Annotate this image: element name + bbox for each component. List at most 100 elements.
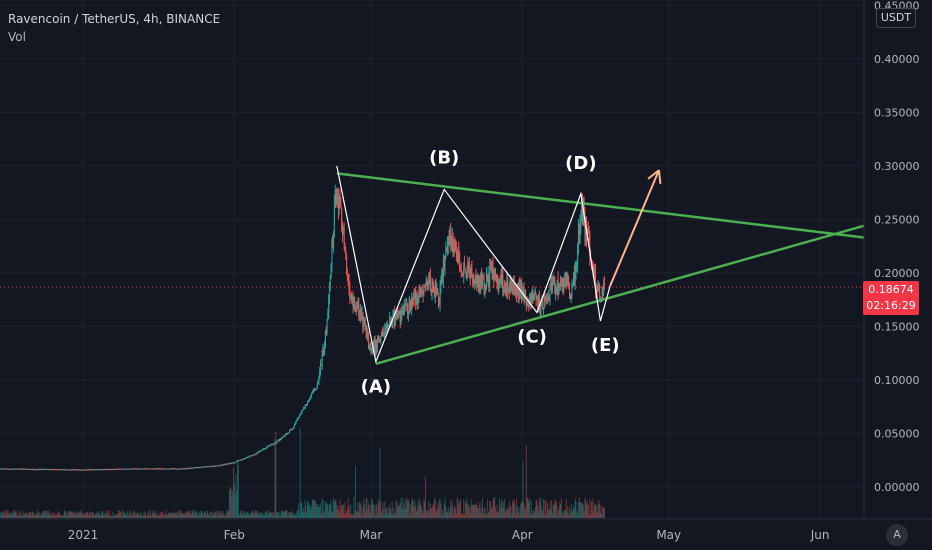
volume-bar [427, 513, 429, 518]
candle-body [191, 467, 193, 469]
volume-bar [568, 514, 570, 518]
candle-body [339, 195, 341, 202]
volume-bar [398, 504, 400, 518]
candle-body [89, 469, 91, 471]
volume-bar [84, 513, 86, 518]
auto-scale-button[interactable]: A [886, 524, 908, 546]
candle-body [171, 468, 173, 470]
candle-body [294, 424, 296, 427]
volume-bar [412, 501, 414, 518]
candle-body [413, 296, 415, 299]
volume-bar [540, 497, 542, 518]
volume-bar [107, 513, 109, 518]
volume-bar [486, 514, 488, 518]
volume-bar [307, 501, 309, 518]
candle-body [65, 469, 67, 471]
candle-body [387, 327, 389, 329]
volume-bar [346, 508, 348, 518]
volume-bar [468, 507, 470, 518]
volume-bar [372, 500, 374, 518]
volume-bar [499, 506, 501, 518]
volume-bar [232, 490, 234, 518]
volume-bar [33, 515, 35, 518]
candle-body [324, 331, 326, 343]
candle-body [477, 276, 479, 287]
candle-body [60, 469, 62, 471]
volume-bar [510, 507, 512, 518]
volume-bar [115, 514, 117, 518]
volume-bar [488, 511, 490, 518]
volume-bar [125, 512, 127, 518]
candle-body [454, 244, 456, 246]
volume-bar [100, 514, 102, 518]
volume-bar [115, 514, 117, 518]
volume-bar [24, 513, 26, 518]
candle-body [536, 297, 538, 299]
candle-body [315, 388, 317, 390]
candle-body [2, 468, 4, 470]
volume-bar [42, 512, 44, 518]
candle-body [193, 467, 195, 469]
currency-button[interactable]: USDT [876, 8, 916, 28]
volume-bar [429, 503, 431, 518]
candle-body [161, 468, 163, 470]
volume-bar [494, 506, 496, 518]
volume-bar [135, 511, 137, 518]
volume-bar [505, 508, 507, 518]
volume-bar [598, 500, 600, 518]
volume-bar [454, 505, 456, 518]
volume-bar [303, 512, 305, 518]
price-axis[interactable] [864, 0, 932, 519]
candle-body [3, 468, 5, 470]
volume-bar [195, 510, 197, 518]
candle-body [203, 466, 205, 468]
candle-body [474, 276, 476, 280]
volume-bar [409, 514, 411, 518]
volume-bar [545, 500, 547, 518]
candle-body [226, 463, 228, 465]
candle-body [183, 468, 185, 470]
volume-bar [577, 513, 579, 518]
candle-body [359, 311, 361, 318]
candle-body [411, 298, 413, 311]
candle-body [116, 468, 118, 470]
candle-body [494, 270, 496, 275]
candle-body [541, 303, 543, 307]
candle-body [367, 330, 369, 335]
volume-bar [192, 511, 194, 518]
candle-body [464, 263, 466, 270]
volume-bar [481, 498, 483, 518]
candle-body [412, 296, 414, 301]
volume-bar [585, 499, 587, 518]
volume-bar [184, 514, 186, 518]
volume-bar [198, 515, 200, 518]
volume-bar [320, 503, 322, 518]
candle-body [455, 245, 457, 250]
candle-body [363, 321, 365, 327]
volume-bar [82, 513, 84, 518]
volume-bar [429, 510, 431, 518]
candle-body [508, 290, 510, 292]
candle-body [50, 469, 52, 471]
volume-bar [472, 504, 474, 518]
volume-bar [55, 514, 57, 518]
volume-bar [54, 515, 56, 518]
volume-bar [1, 514, 3, 518]
candle-body [69, 469, 71, 471]
volume-bar [471, 505, 473, 518]
volume-bar [481, 507, 483, 518]
volume-bar [565, 498, 567, 518]
candle-body [416, 293, 418, 303]
candle-body [75, 469, 77, 471]
candle-body [576, 263, 578, 269]
candle-body [150, 468, 152, 470]
volume-bar [363, 499, 365, 518]
candle-body [486, 274, 488, 281]
candle-body [62, 469, 64, 471]
volume-bar [95, 512, 97, 518]
candle-body [561, 283, 563, 285]
volume-bar [114, 515, 116, 518]
candle-body [269, 444, 271, 446]
candle-body [340, 201, 342, 208]
